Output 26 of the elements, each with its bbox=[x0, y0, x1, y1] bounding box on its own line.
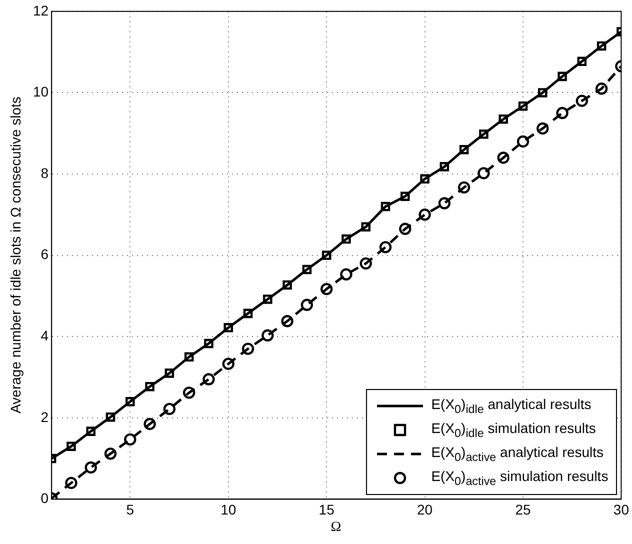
y-tick-label: 0 bbox=[40, 490, 49, 506]
y-tick-label: 6 bbox=[40, 246, 49, 262]
legend-label: E(X$_{0}$)$_{idle}$ simulation results bbox=[431, 420, 596, 440]
x-tick-label: 25 bbox=[515, 501, 531, 518]
y-tick-label: 2 bbox=[40, 408, 49, 425]
point bbox=[163, 402, 176, 416]
y-tick-label: 10 bbox=[32, 84, 49, 100]
x-tick-label: 30 bbox=[613, 501, 630, 518]
x-tick-label: 5 bbox=[126, 501, 134, 518]
x-tick-label: 15 bbox=[318, 501, 335, 518]
legend-label: E(X$_{0}$)$_{idle}$ analytical results bbox=[431, 396, 592, 416]
point bbox=[556, 106, 568, 120]
x-tick-label: 20 bbox=[416, 501, 433, 518]
x-axis-title: Ω bbox=[330, 520, 342, 536]
y-tick-label: 4 bbox=[40, 327, 49, 344]
point bbox=[300, 298, 314, 311]
point bbox=[124, 433, 136, 446]
x-tick-label: 10 bbox=[220, 501, 236, 518]
y-tick-label: 12 bbox=[32, 2, 49, 18]
y-tick-label: 8 bbox=[40, 164, 49, 181]
point bbox=[478, 167, 490, 180]
y-axis-title: Average number of idle slots in Ω consecutive slots bbox=[7, 96, 23, 414]
point bbox=[340, 268, 352, 281]
legend-label: E(X$_{0}$)$_{active}$ simulation results bbox=[431, 468, 608, 488]
point bbox=[516, 135, 530, 148]
legend-label: E(X$_{0}$)$_{active}$ analytical results bbox=[431, 444, 604, 464]
